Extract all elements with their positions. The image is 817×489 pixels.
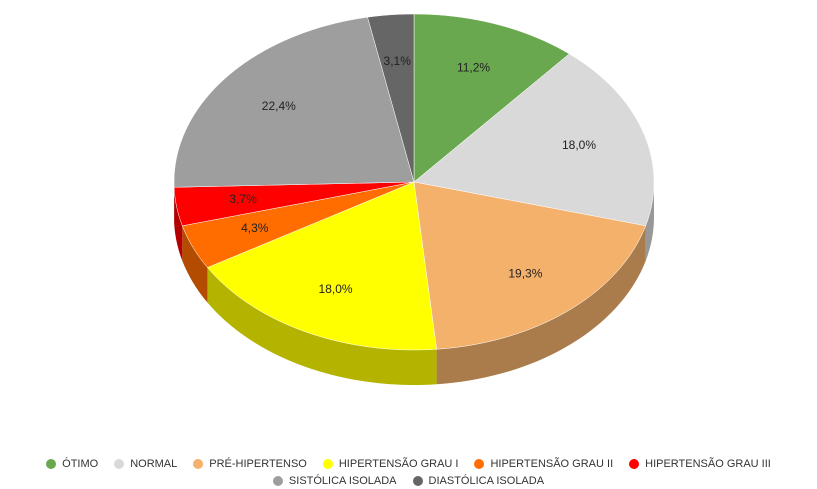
data-label: 3,1% bbox=[384, 54, 412, 68]
legend-item: DIASTÓLICA ISOLADA bbox=[412, 474, 545, 487]
legend-swatch bbox=[46, 458, 57, 469]
legend-swatch bbox=[412, 475, 423, 486]
data-label: 19,3% bbox=[508, 267, 542, 281]
legend-item: ÓTIMO bbox=[46, 458, 98, 470]
legend-label: PRÉ-HIPERTENSO bbox=[209, 457, 307, 470]
data-label: 11,2% bbox=[457, 61, 490, 75]
legend-label: HIPERTENSÃO GRAU I bbox=[338, 457, 459, 470]
slice bbox=[413, 13, 570, 183]
legend-swatch bbox=[193, 458, 204, 469]
legend-label: HIPERTENSÃO GRAU III bbox=[645, 457, 771, 470]
slice bbox=[207, 181, 437, 351]
slice-side bbox=[645, 182, 654, 261]
data-label: 3,7% bbox=[229, 192, 257, 206]
legend-item: HIPERTENSÃO GRAU III bbox=[629, 458, 771, 470]
legend-item: HIPERTENSÃO GRAU II bbox=[474, 458, 613, 470]
data-label: 22,4% bbox=[262, 99, 296, 113]
legend-item: HIPERTENSÃO GRAU I bbox=[322, 457, 459, 470]
data-label: 18,0% bbox=[562, 138, 596, 152]
data-label: 4,3% bbox=[241, 221, 269, 235]
legend-swatch bbox=[322, 458, 333, 469]
slice bbox=[413, 181, 647, 350]
slice-side bbox=[207, 267, 437, 385]
legend-label: NORMAL bbox=[130, 457, 178, 470]
legend-label: HIPERTENSÃO GRAU II bbox=[490, 457, 614, 470]
pie-area: 11,2% 18,0% 19,3% 18,0% 4,3% 3,7% 22,4% 3,1% bbox=[173, 13, 655, 385]
legend-label: ÓTIMO bbox=[62, 457, 99, 470]
legend-label: SISTÓLICA ISOLADA bbox=[288, 474, 397, 487]
legend-swatch bbox=[474, 458, 485, 469]
slice bbox=[173, 16, 415, 188]
legend-swatch bbox=[629, 458, 640, 469]
legend: ÓTIMO NORMAL PRÉ-HIPERTENSO HIPERTENSÃO GRA… bbox=[0, 455, 817, 489]
legend-swatch bbox=[114, 458, 125, 469]
slice-side bbox=[436, 225, 646, 385]
legend-label: DIASTÓLICA ISOLADA bbox=[428, 474, 545, 487]
slice bbox=[173, 181, 415, 227]
legend-swatch bbox=[272, 475, 283, 486]
legend-row: SISTÓLICA ISOLADA DIASTÓLICA ISOLADA bbox=[0, 472, 817, 489]
legend-item: SISTÓLICA ISOLADA bbox=[272, 474, 397, 487]
data-label: 18,0% bbox=[319, 282, 353, 296]
legend-item: PRÉ-HIPERTENSO bbox=[193, 458, 307, 470]
legend-row: ÓTIMO NORMAL PRÉ-HIPERTENSO HIPERTENSÃO GRA… bbox=[0, 455, 817, 472]
legend-item: NORMAL bbox=[114, 458, 177, 470]
slice bbox=[181, 181, 415, 268]
slice bbox=[367, 13, 415, 183]
slice-side bbox=[182, 225, 208, 303]
slice bbox=[413, 53, 655, 227]
